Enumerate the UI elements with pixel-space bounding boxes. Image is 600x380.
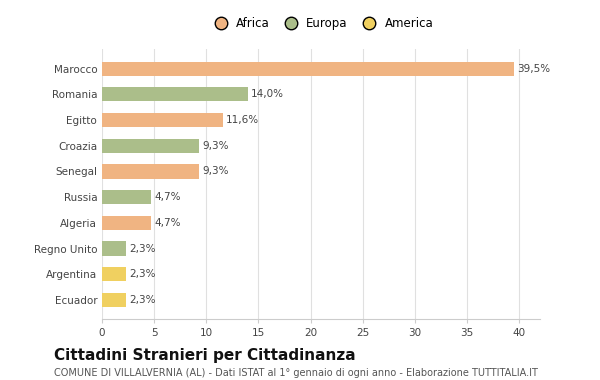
- Bar: [102, 113, 223, 127]
- Text: 2,3%: 2,3%: [129, 295, 155, 305]
- Text: 2,3%: 2,3%: [129, 244, 155, 253]
- Bar: [102, 267, 126, 281]
- Legend: Africa, Europa, America: Africa, Europa, America: [206, 15, 436, 33]
- Bar: [102, 293, 126, 307]
- Text: 9,3%: 9,3%: [202, 141, 229, 151]
- Text: 2,3%: 2,3%: [129, 269, 155, 279]
- Bar: [102, 165, 199, 179]
- Bar: [102, 87, 248, 101]
- Text: 14,0%: 14,0%: [251, 89, 284, 100]
- Text: 4,7%: 4,7%: [154, 192, 181, 202]
- Text: 39,5%: 39,5%: [517, 64, 550, 74]
- Text: Cittadini Stranieri per Cittadinanza: Cittadini Stranieri per Cittadinanza: [54, 348, 356, 363]
- Bar: [102, 216, 151, 230]
- Bar: [102, 139, 199, 153]
- Bar: [102, 62, 514, 76]
- Text: 11,6%: 11,6%: [226, 115, 259, 125]
- Text: COMUNE DI VILLALVERNIA (AL) - Dati ISTAT al 1° gennaio di ogni anno - Elaborazio: COMUNE DI VILLALVERNIA (AL) - Dati ISTAT…: [54, 368, 538, 378]
- Text: 9,3%: 9,3%: [202, 166, 229, 176]
- Text: 4,7%: 4,7%: [154, 218, 181, 228]
- Bar: [102, 190, 151, 204]
- Bar: [102, 241, 126, 256]
